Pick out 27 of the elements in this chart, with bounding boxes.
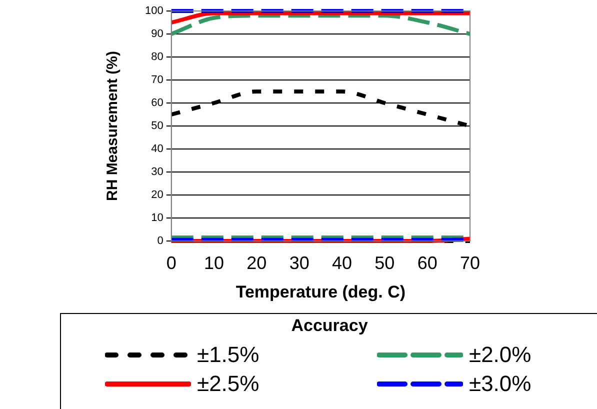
- legend-label: ±1.5%: [197, 342, 260, 368]
- y-tick-label: 30: [151, 166, 164, 178]
- legend-label: ±2.5%: [197, 371, 260, 397]
- y-tick-label: 50: [151, 120, 164, 132]
- legend-label: ±3.0%: [469, 371, 532, 397]
- x-tick-label: 60: [417, 252, 438, 273]
- x-tick-label: 0: [166, 252, 176, 273]
- x-axis-title: Temperature (deg. C): [236, 282, 406, 302]
- line-series: [169, 14, 472, 36]
- legend-title: Accuracy: [290, 316, 369, 336]
- y-tick-label: 80: [151, 51, 164, 64]
- y-tick-label: 70: [151, 74, 164, 86]
- x-tick-label: 20: [246, 252, 267, 273]
- y-tick-label: 0: [157, 235, 164, 248]
- x-tick-label: 50: [374, 252, 395, 273]
- x-tick-label: 30: [289, 252, 310, 273]
- y-tick-label: 100: [144, 5, 164, 18]
- y-tick-label: 20: [151, 189, 164, 202]
- y-tick-label: 90: [151, 28, 164, 40]
- y-tick-label: 40: [151, 143, 164, 156]
- y-axis-title: RH Measurement (%): [104, 50, 122, 202]
- legend-label: ±2.0%: [469, 342, 532, 368]
- x-tick-label: 70: [460, 252, 480, 273]
- y-tick-label: 60: [151, 97, 164, 110]
- y-tick-label: 10: [151, 212, 164, 224]
- x-tick-label: 40: [332, 252, 352, 273]
- x-tick-label: 10: [204, 252, 224, 273]
